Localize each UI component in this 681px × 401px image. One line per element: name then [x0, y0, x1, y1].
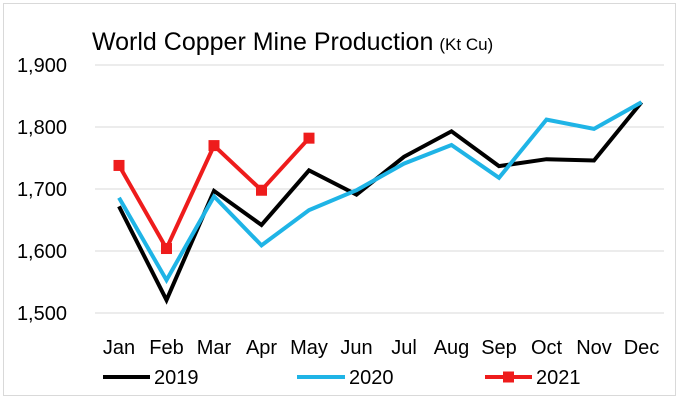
chart-title-text: World Copper Mine Production — [92, 28, 434, 56]
x-tick-label: May — [290, 337, 328, 359]
x-tick-label: Mar — [197, 337, 232, 359]
x-tick-label: Sep — [481, 337, 517, 359]
data-point-2021 — [161, 243, 172, 255]
data-point-2021 — [208, 140, 220, 152]
x-tick-label: Feb — [149, 337, 183, 359]
x-tick-label: Dec — [624, 337, 660, 359]
x-tick-label: Aug — [434, 337, 470, 359]
data-point-2021 — [256, 184, 267, 196]
x-tick-label: Jun — [340, 337, 372, 359]
y-tick-label: 1,700 — [17, 179, 67, 201]
series-line-2019 — [117, 100, 644, 305]
legend-label-2020: 2020 — [349, 367, 394, 389]
data-point-2021 — [113, 159, 125, 171]
x-tick-label: Jul — [391, 337, 417, 359]
chart-title: World Copper Mine Production (Kt Cu) — [92, 28, 493, 57]
y-tick-label: 1,800 — [17, 117, 67, 139]
series-line-2020 — [117, 100, 643, 285]
y-tick-label: 1,900 — [17, 55, 67, 77]
chart-unit-label: (Kt Cu) — [439, 35, 494, 54]
legend-label-2021: 2021 — [536, 367, 581, 389]
legend-label-2019: 2019 — [154, 367, 199, 389]
x-tick-label: Jan — [103, 337, 135, 359]
legend-marker-2021 — [503, 371, 514, 383]
chart-frame — [3, 3, 676, 396]
y-tick-label: 1,500 — [17, 303, 67, 325]
x-tick-label: Nov — [576, 337, 612, 359]
x-tick-label: Oct — [531, 337, 563, 359]
x-tick-label: Apr — [246, 337, 277, 359]
data-point-2021 — [303, 132, 315, 144]
y-tick-label: 1,600 — [17, 241, 67, 263]
